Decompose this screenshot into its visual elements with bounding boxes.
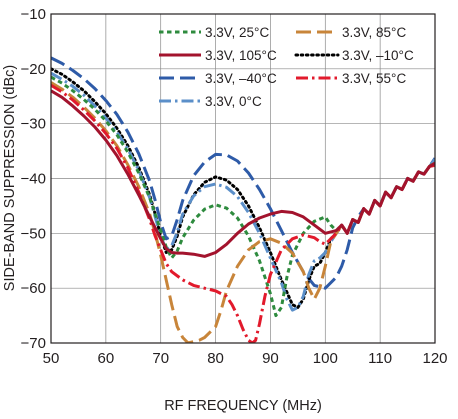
grid-lines [51, 14, 435, 343]
y-tick-label: −50 [21, 225, 46, 242]
x-tick-label: 90 [262, 350, 279, 367]
plot-frame [50, 13, 436, 344]
x-tick-label: 60 [98, 350, 115, 367]
y-tick-label: −70 [21, 335, 46, 352]
x-axis-title: RF FREQUENCY (MHz) [164, 398, 322, 414]
y-tick-label: −40 [21, 171, 46, 188]
series-line [51, 71, 435, 312]
x-tick-label: 80 [207, 350, 224, 367]
legend-label: 3.3V, 25°C [205, 25, 269, 40]
x-tick-label: 110 [368, 350, 392, 367]
x-tick-label: 70 [152, 350, 169, 367]
y-tick-label: −60 [21, 280, 46, 297]
legend-label: 3.3V, 0°C [205, 94, 262, 109]
y-tick-label: −20 [21, 61, 46, 78]
series-lines [51, 56, 435, 343]
legend-label: 3.3V, 105°C [205, 48, 277, 63]
y-tick-label: −10 [21, 6, 46, 23]
y-axis-title: SIDE-BAND SUPPRESSION (dBc) [2, 65, 18, 291]
legend: 3.3V, 25°C 3.3V, 85°C 3.3V, 105°C 3.3V, –10… [159, 25, 414, 109]
series-line [51, 56, 435, 290]
series-line [51, 89, 435, 258]
legend-label: 3.3V, 55°C [342, 71, 406, 86]
x-tick-label: 50 [43, 350, 60, 367]
tick-labels: 50 60 70 80 90 100 110 120 −10 −20 −30 −40 −50 −60 −70 [21, 6, 448, 367]
x-tick-label: 100 [313, 350, 338, 367]
x-tick-label: 120 [422, 350, 447, 367]
legend-label: 3.3V, –10°C [342, 48, 414, 63]
legend-label: 3.3V, –40°C [205, 71, 277, 86]
y-tick-label: −30 [21, 116, 46, 133]
legend-label: 3.3V, 85°C [342, 25, 406, 40]
